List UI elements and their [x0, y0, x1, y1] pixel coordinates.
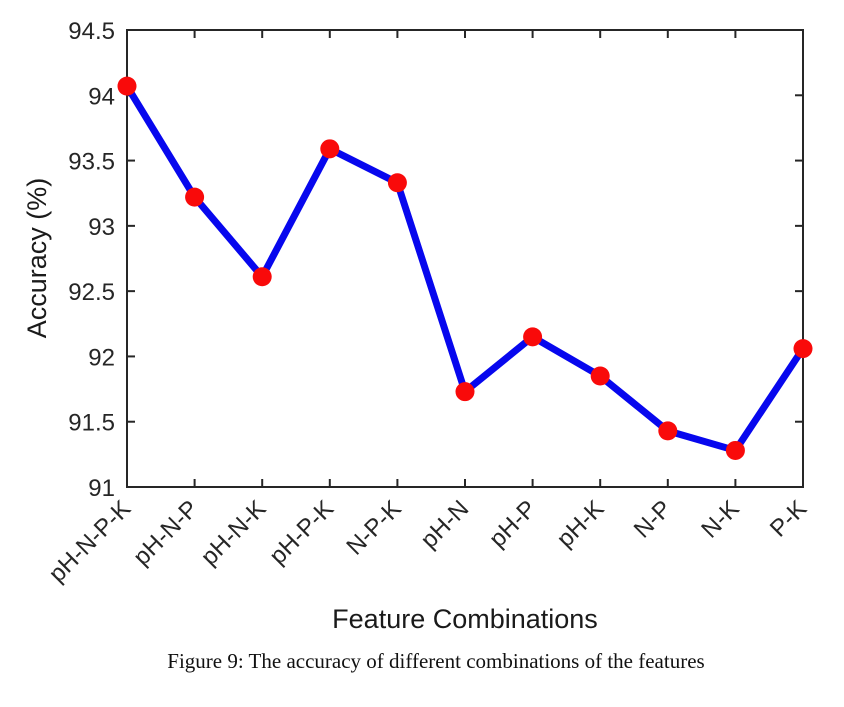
x-tick-label: pH-N-K — [196, 495, 272, 571]
y-tick-label: 94 — [88, 83, 115, 110]
data-point-ph-p-k — [320, 139, 340, 159]
x-tick-label: pH-P — [484, 495, 542, 553]
y-tick-label: 92 — [88, 344, 115, 371]
y-tick-label: 93 — [88, 214, 115, 241]
x-tick-label: pH-K — [552, 495, 610, 553]
y-tick-label: 93.5 — [68, 149, 115, 176]
data-point-ph-n-p-k — [117, 76, 137, 96]
chart-plot-area: pH-N-P-KpH-N-PpH-N-KpH-P-K N-P-K pH-N pH-P p… — [44, 18, 813, 588]
y-tick-label: 91 — [88, 475, 115, 502]
x-tick-label: N-P-K — [341, 495, 406, 560]
y-axis-title: Accuracy (%) — [22, 178, 52, 339]
figure-caption: Figure 9: The accuracy of different comb… — [167, 649, 705, 673]
y-tick-label: 92.5 — [68, 279, 115, 306]
data-point-ph-n-k — [252, 267, 272, 287]
data-point-ph-n — [455, 382, 475, 402]
data-point-ph-n-p — [185, 187, 205, 207]
accuracy-line-chart: pH-N-P-KpH-N-PpH-N-KpH-P-K N-P-K pH-N pH-P p… — [22, 18, 813, 634]
y-tick-label: 91.5 — [68, 410, 115, 437]
data-point-n-k — [725, 440, 745, 460]
x-tick-label: pH-P-K — [264, 495, 339, 570]
x-tick-label: pH-N-P-K — [44, 495, 137, 588]
x-tick-label: P-K — [765, 495, 812, 542]
data-point-n-p — [658, 421, 678, 441]
x-tick-label: pH-N — [416, 495, 475, 554]
x-axis-title: Feature Combinations — [332, 604, 598, 634]
y-tick-label: 94.5 — [68, 18, 115, 45]
data-point-ph-p — [523, 327, 543, 347]
data-point-p-k — [793, 339, 813, 359]
plot-box — [126, 29, 804, 488]
data-point-ph-k — [590, 366, 610, 386]
data-point-n-p-k — [387, 173, 407, 193]
x-tick-label: N-K — [696, 495, 744, 543]
x-tick-label: pH-N-P — [128, 495, 204, 571]
x-tick-label: N-P — [629, 495, 677, 543]
